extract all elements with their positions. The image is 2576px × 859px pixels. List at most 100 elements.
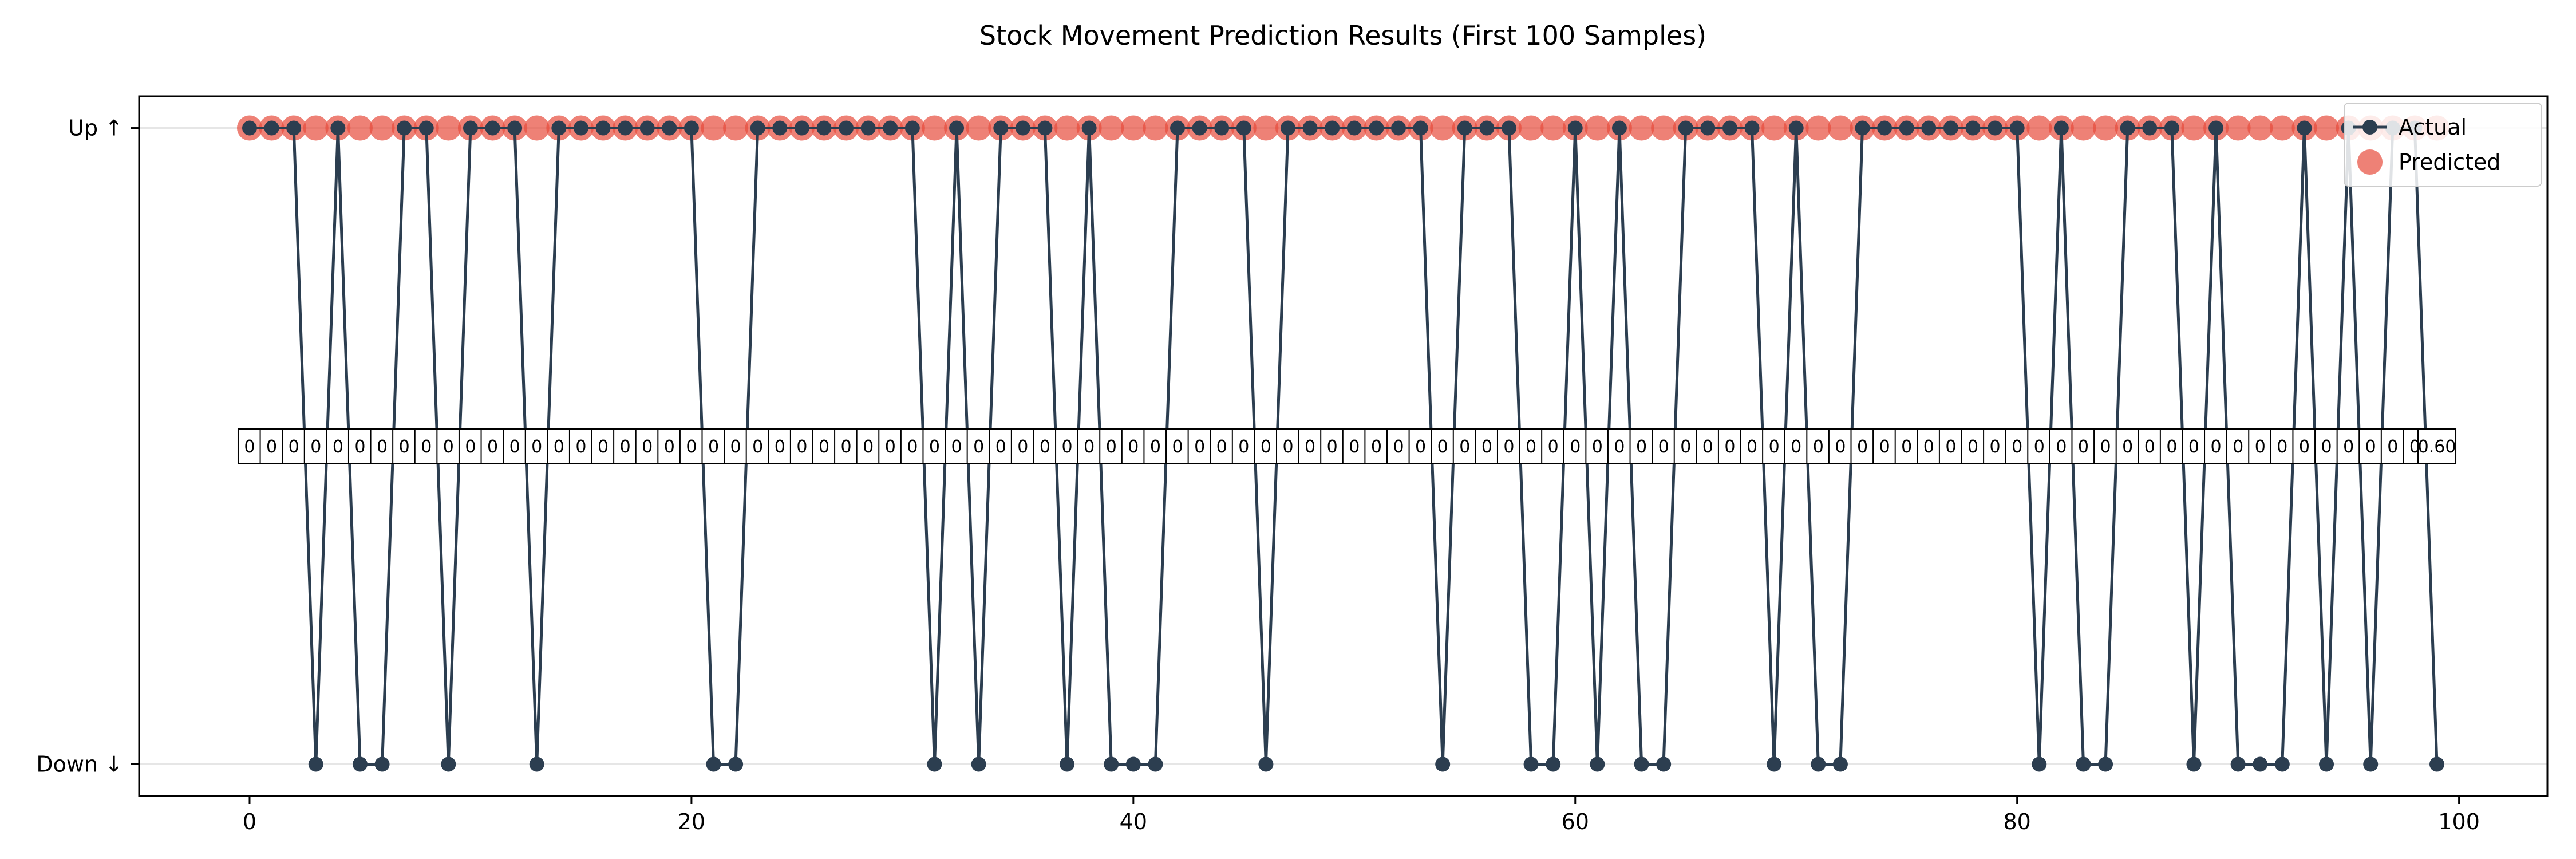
confidence-label: 0 (1393, 437, 1404, 457)
confidence-label: 0 (1990, 437, 2001, 457)
actual-point (1501, 120, 1516, 136)
confidence-box (2138, 428, 2162, 464)
actual-point (2208, 120, 2224, 136)
plot-series (236, 115, 2450, 772)
confidence-label: 0 (2166, 437, 2177, 457)
confidence-label: 0 (1150, 437, 1161, 457)
actual-point (1346, 120, 1362, 136)
confidence-label: 0 (1592, 437, 1603, 457)
confidence-label: 0 (1901, 437, 1912, 457)
actual-point (1281, 120, 1296, 136)
actual-point (816, 120, 832, 136)
actual-point (2164, 120, 2179, 136)
confidence-label: 0 (1503, 437, 1514, 457)
confidence-label: 0 (1791, 437, 1801, 457)
actual-point (1788, 120, 1804, 136)
confidence-box (259, 428, 284, 464)
confidence-label: 0 (2078, 437, 2089, 457)
confidence-box (326, 428, 350, 464)
actual-point (1634, 756, 1649, 772)
predicted-point (303, 115, 329, 141)
predicted-point (436, 115, 461, 141)
actual-point (904, 120, 920, 136)
confidence-box (370, 428, 394, 464)
confidence-label: 0 (995, 437, 1006, 457)
actual-point (1546, 756, 1561, 772)
actual-point (1811, 756, 1826, 772)
actual-point (2009, 120, 2025, 136)
confidence-label: 0 (708, 437, 719, 457)
predicted-point (2026, 115, 2052, 141)
actual-point (1148, 756, 1163, 772)
confidence-box (282, 428, 306, 464)
actual-point (1413, 120, 1428, 136)
confidence-box (1740, 428, 1764, 464)
actual-point (463, 120, 478, 136)
confidence-box (1475, 428, 1499, 464)
confidence-box (1210, 428, 1234, 464)
predicted-point (2071, 115, 2096, 141)
confidence-box (613, 428, 638, 464)
confidence-box (591, 428, 615, 464)
confidence-box (1452, 428, 1477, 464)
confidence-box (1143, 428, 1168, 464)
actual-point (1170, 120, 1186, 136)
actual-point (1125, 756, 1141, 772)
predicted-point (369, 115, 395, 141)
predicted-point (1651, 115, 1677, 141)
predicted-point (1054, 115, 1080, 141)
confidence-box (1276, 428, 1301, 464)
confidence-label: 0 (1327, 437, 1338, 457)
confidence-label: 0 (1282, 437, 1293, 457)
confidence-box (1717, 428, 1742, 464)
confidence-label: 0 (554, 437, 564, 457)
actual-point (2120, 120, 2135, 136)
actual-point (618, 120, 633, 136)
confidence-label: 0 (333, 437, 343, 457)
confidence-box (237, 428, 262, 464)
confidence-box (1828, 428, 1852, 464)
confidence-box (1254, 428, 1278, 464)
actual-point (927, 756, 942, 772)
actual-point (772, 120, 788, 136)
confidence-label: 0 (2144, 437, 2155, 457)
actual-point (971, 756, 986, 772)
confidence-label: 0 (1238, 437, 1249, 457)
confidence-label: 0 (1305, 437, 1315, 457)
confidence-box (1298, 428, 1322, 464)
predicted-point (1827, 115, 1853, 141)
confidence-label: 0 (598, 437, 609, 457)
actual-point (374, 756, 390, 772)
confidence-label: 0 (730, 437, 741, 457)
x-tick-label: 20 (678, 809, 705, 834)
actual-point (1988, 120, 2003, 136)
actual-point (308, 756, 323, 772)
confidence-label: 0 (1084, 437, 1095, 457)
confidence-label: 0 (2122, 437, 2133, 457)
y-tick-label: Down ↓ (36, 751, 123, 777)
confidence-box (1762, 428, 1787, 464)
actual-point (728, 756, 744, 772)
actual-point (551, 120, 567, 136)
actual-point (883, 120, 898, 136)
x-tick-label: 80 (2004, 809, 2031, 834)
confidence-box (679, 428, 704, 464)
confidence-label: 0 (907, 437, 918, 457)
actual-point (1236, 120, 1251, 136)
confidence-label: 0 (1040, 437, 1050, 457)
actual-point (529, 756, 544, 772)
confidence-box (1961, 428, 1985, 464)
legend-predicted-marker (2357, 149, 2383, 175)
actual-point (1523, 756, 1539, 772)
confidence-box (2005, 428, 2029, 464)
confidence-label: 0 (1459, 437, 1470, 457)
confidence-box (1320, 428, 1345, 464)
confidence-label: 0 (310, 437, 321, 457)
confidence-label: 0 (1813, 437, 1824, 457)
confidence-box (1585, 428, 1610, 464)
predicted-point (1143, 115, 1168, 141)
confidence-box (1519, 428, 1543, 464)
confidence-label: 0 (2365, 437, 2376, 457)
confidence-label: 0 (2343, 437, 2354, 457)
actual-point (1457, 120, 1472, 136)
